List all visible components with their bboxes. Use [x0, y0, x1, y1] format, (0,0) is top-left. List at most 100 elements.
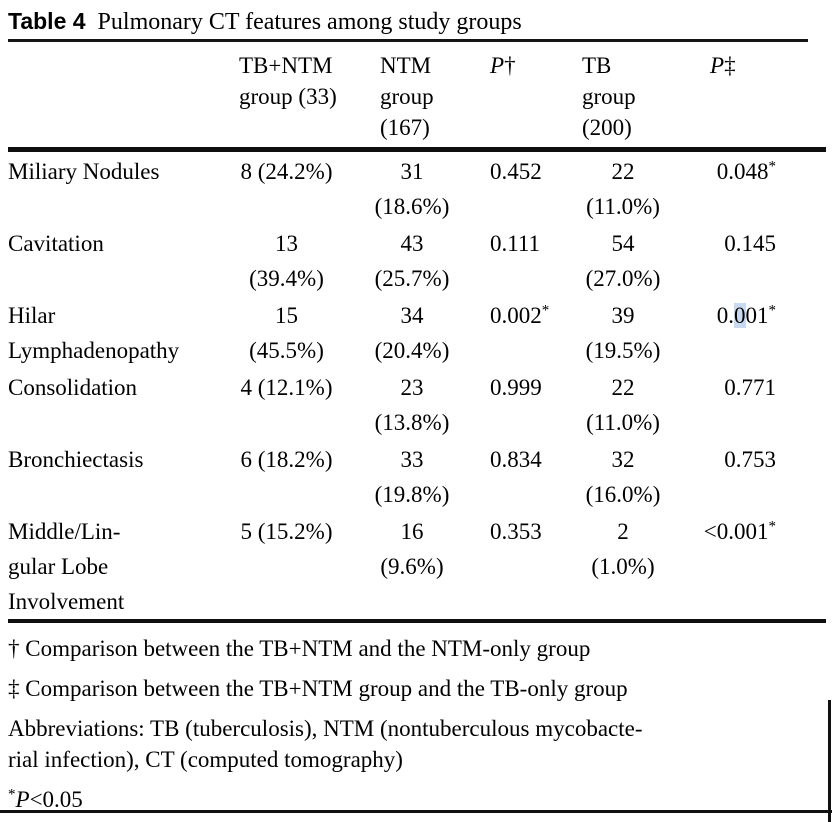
header-feature-cell: [8, 47, 221, 150]
ntm-value-cell: 23 (13.8%): [364, 368, 486, 440]
cell-line: (20.4%): [374, 338, 450, 363]
table-row-cavitation: Cavitation 13 (39.4%) 43 (25.7%) 0.111 5…: [8, 224, 826, 296]
cell-line: 43: [400, 231, 424, 256]
tb-value-cell: 39 (19.5%): [576, 296, 696, 368]
cell-line: (16.0%): [585, 482, 661, 507]
footnote-line: Abbreviations: TB (tuberculosis), NTM (n…: [8, 716, 643, 741]
significance-star: *: [768, 518, 777, 535]
footnote-double-dagger: ‡ Comparison between the TB+NTM group an…: [8, 673, 826, 704]
tbntm-value-cell: 5 (15.2%): [221, 512, 364, 621]
significance-star: *: [768, 302, 777, 319]
p-ddagger-cell: 0.001*: [696, 296, 826, 368]
ntm-value-cell: 33 (19.8%): [364, 440, 486, 512]
feature-cell: Hilar Lymphadenopathy: [8, 296, 221, 368]
cell-line: 4 (12.1%): [240, 375, 333, 400]
header-line: group: [582, 84, 636, 109]
cell-line: (45.5%): [249, 338, 324, 363]
header-line: TB+NTM: [239, 53, 333, 78]
significance-star: *: [541, 302, 550, 319]
cell-line: (27.0%): [585, 266, 661, 291]
cell-line: Middle/Lin-: [8, 519, 121, 544]
p-ddagger-cell: 0.145: [696, 224, 826, 296]
significance-star: *: [768, 158, 777, 175]
dagger-icon: †: [8, 636, 20, 661]
p-ddagger-cell: 0.753: [696, 440, 826, 512]
p-value: <0.001: [703, 519, 769, 544]
cell-line: Involvement: [8, 589, 125, 614]
p-value: 0.111: [490, 231, 541, 256]
feature-cell: Cavitation: [8, 224, 221, 296]
table-caption-label: Table 4: [8, 8, 86, 34]
feature-cell: Middle/Lin- gular Lobe Involvement: [8, 512, 221, 621]
footnote-line: rial infection), CT (computed tomography…: [8, 747, 403, 772]
cell-line: 8 (24.2%): [240, 159, 333, 184]
footnote-abbreviations: Abbreviations: TB (tuberculosis), NTM (n…: [8, 713, 826, 775]
tbntm-value-cell: 8 (24.2%): [221, 150, 364, 225]
p-dagger-cell: 0.452: [486, 150, 576, 225]
p-value: 0.048: [716, 159, 769, 184]
p-dagger-cell: 0.834: [486, 440, 576, 512]
cell-line: (19.5%): [585, 338, 661, 363]
header-p-dagger: P†: [486, 47, 576, 150]
cell-line: (13.8%): [374, 410, 450, 435]
caption-rule: [8, 39, 808, 42]
p-symbol: P: [710, 53, 725, 78]
cell-line: 39: [611, 303, 635, 328]
p-value: 0.753: [724, 447, 776, 472]
cell-line: 32: [611, 447, 635, 472]
cell-line: Hilar: [8, 303, 56, 328]
feature-cell: Miliary Nodules: [8, 150, 221, 225]
cell-line: Cavitation: [8, 231, 104, 256]
cell-line: gular Lobe: [8, 554, 109, 579]
header-line: group (33): [239, 84, 337, 109]
highlighted-text: 0: [734, 303, 746, 328]
ntm-value-cell: 43 (25.7%): [364, 224, 486, 296]
cell-line: 2: [617, 519, 629, 544]
tb-value-cell: 32 (16.0%): [576, 440, 696, 512]
feature-cell: Consolidation: [8, 368, 221, 440]
cell-line: 31: [400, 159, 424, 184]
cell-line: (11.0%): [586, 410, 660, 435]
p-value: 0.452: [490, 159, 542, 184]
p-dagger-cell: 0.111: [486, 224, 576, 296]
p-value: 0.002: [490, 303, 542, 328]
footnote-dagger: † Comparison between the TB+NTM and the …: [8, 633, 826, 664]
header-ntm-group: NTM group (167): [364, 47, 486, 150]
footnote-text: Comparison between the TB+NTM and the NT…: [25, 636, 591, 661]
cell-line: 33: [400, 447, 424, 472]
p-dagger-cell: 0.002*: [486, 296, 576, 368]
header-row: TB+NTM group (33) NTM group (167) P† TB …: [8, 47, 826, 150]
cell-line: 13: [275, 231, 298, 256]
cell-line: 5 (15.2%): [240, 519, 333, 544]
p-value: 01: [745, 303, 769, 328]
cell-line: (18.6%): [374, 194, 450, 219]
cell-line: (1.0%): [591, 554, 655, 579]
header-line: (200): [582, 115, 632, 140]
footnote-pvalue: *P<0.05: [8, 784, 826, 815]
cell-line: (9.6%): [380, 554, 444, 579]
cell-line: (19.8%): [374, 482, 450, 507]
double-dagger-icon: ‡: [8, 676, 20, 701]
p-ddagger-cell: 0.771: [696, 368, 826, 440]
cell-line: 34: [400, 303, 424, 328]
pvalue-threshold: <0.05: [29, 787, 83, 812]
table-row-hilar-lymphadenopathy: Hilar Lymphadenopathy 15 (45.5%) 34 (20.…: [8, 296, 826, 368]
table-row-middle-lingular: Middle/Lin- gular Lobe Involvement 5 (15…: [8, 512, 826, 621]
table-row-consolidation: Consolidation 4 (12.1%) 23 (13.8%) 0.999…: [8, 368, 826, 440]
tb-value-cell: 22 (11.0%): [576, 150, 696, 225]
header-tb-group: TB group (200): [576, 47, 696, 150]
ntm-value-cell: 16 (9.6%): [364, 512, 486, 621]
cell-line: 6 (18.2%): [240, 447, 333, 472]
p-ddagger-cell: 0.048*: [696, 150, 826, 225]
header-tbntm-group: TB+NTM group (33): [221, 47, 364, 150]
p-dagger-cell: 0.999: [486, 368, 576, 440]
feature-cell: Bronchiectasis: [8, 440, 221, 512]
header-line: (167): [380, 115, 430, 140]
pulmonary-ct-table: TB+NTM group (33) NTM group (167) P† TB …: [8, 47, 826, 623]
dagger-icon: †: [504, 53, 516, 78]
tb-value-cell: 22 (11.0%): [576, 368, 696, 440]
tb-value-cell: 2 (1.0%): [576, 512, 696, 621]
p-dagger-cell: 0.353: [486, 512, 576, 621]
cell-line: Consolidation: [8, 375, 138, 400]
p-value: 0.999: [490, 375, 542, 400]
